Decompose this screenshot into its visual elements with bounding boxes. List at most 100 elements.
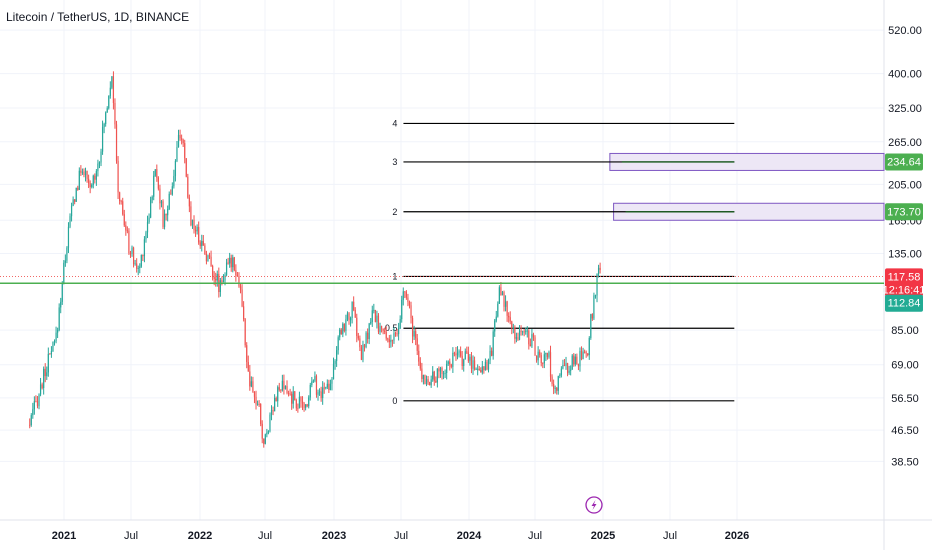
candle-body [295, 400, 297, 409]
candle-body [38, 394, 40, 407]
candle-body [305, 404, 307, 408]
candle-body [411, 318, 414, 337]
candle-body [306, 404, 308, 407]
candle-body [447, 361, 449, 364]
candle-body [274, 397, 276, 412]
candle-body [579, 350, 581, 367]
candle-body [548, 352, 550, 357]
candle-body [103, 123, 105, 128]
candle-body [115, 124, 118, 161]
candle-body [343, 323, 345, 331]
candle-body [501, 292, 504, 296]
candle-body [258, 403, 260, 405]
x-axis: 2021 Jul 2022 Jul 2023 Jul 2024 Jul 2025 Jul 2026 [52, 530, 749, 542]
candle-body [52, 341, 54, 352]
candle-body [300, 396, 302, 402]
candle-body [373, 309, 375, 311]
candle-body [526, 330, 528, 332]
candle-body [523, 331, 525, 333]
candle-body [193, 219, 195, 230]
candle-body [182, 139, 184, 144]
candle-body [584, 351, 586, 353]
candle-body [380, 326, 383, 329]
candle-body [55, 332, 57, 342]
candle-body [101, 127, 104, 152]
candle-body [418, 350, 420, 362]
candle-body [160, 201, 163, 204]
x-tick-label: 2023 [322, 530, 346, 542]
candle-body [480, 370, 482, 373]
candle-body [63, 262, 65, 284]
candle-body [393, 333, 395, 341]
candle-body [181, 138, 183, 140]
candle-body [432, 371, 434, 380]
candle-body [32, 409, 34, 416]
candle-body [594, 295, 597, 297]
candle-body [208, 255, 211, 257]
x-tick-label: 2025 [591, 530, 615, 542]
zone-price-badge [885, 153, 923, 171]
candle-body [387, 338, 389, 340]
candle-body [134, 263, 136, 265]
candle-body [194, 229, 197, 232]
lightning-bolt [591, 500, 597, 510]
candle-body [497, 303, 499, 317]
fib-level-label: 0 [392, 396, 397, 406]
candle-body [97, 163, 99, 172]
candle-body [278, 387, 280, 390]
candle-body [337, 337, 339, 351]
candle-body [114, 102, 116, 125]
candle-body [560, 368, 562, 376]
candle-body [487, 360, 490, 370]
candle-body [481, 366, 483, 373]
candle-body [576, 356, 578, 365]
candle-body [100, 151, 102, 163]
candle-body [106, 108, 108, 113]
candle-body [563, 364, 566, 366]
candle-body [425, 379, 428, 385]
candle-body [588, 337, 590, 356]
candle-body [187, 176, 189, 198]
candle-body [456, 352, 459, 356]
candle-body [368, 323, 370, 339]
candle-body [119, 192, 121, 201]
candle-body [317, 392, 319, 395]
candle-body [377, 315, 380, 332]
candle-body [539, 351, 541, 356]
candle-body [553, 383, 555, 389]
candle-body [394, 333, 397, 335]
candle-body [535, 355, 538, 361]
candle-body [297, 408, 299, 410]
candle-body [151, 196, 153, 200]
x-tick-label: 2022 [188, 530, 212, 542]
candle-body [382, 328, 384, 331]
candle-body [407, 297, 409, 302]
candle-body [150, 199, 152, 218]
x-tick-label: Jul [528, 530, 542, 542]
candle-body [157, 177, 159, 189]
candle-body [84, 170, 87, 175]
candle-body [280, 389, 282, 391]
candle-body [136, 263, 138, 269]
candle-body [410, 305, 412, 319]
candle-body [145, 232, 147, 240]
candle-body [506, 301, 508, 316]
candle-body [301, 401, 304, 404]
candle-body [549, 352, 552, 377]
candle-body [44, 368, 46, 377]
candle-body [399, 319, 401, 329]
candle-body [176, 147, 178, 162]
zone-price-badge-text: 173.70 [887, 206, 921, 218]
candle-body [587, 353, 589, 356]
candle-body [467, 352, 469, 361]
candle-body [522, 331, 524, 333]
candle-body [328, 383, 330, 390]
candle-body [58, 307, 60, 331]
candle-body [201, 240, 203, 247]
candle-body [236, 275, 239, 277]
candle-body [105, 112, 107, 124]
x-tick-label: Jul [394, 530, 408, 542]
current-price-badge [885, 268, 923, 297]
candle-body [484, 361, 487, 371]
